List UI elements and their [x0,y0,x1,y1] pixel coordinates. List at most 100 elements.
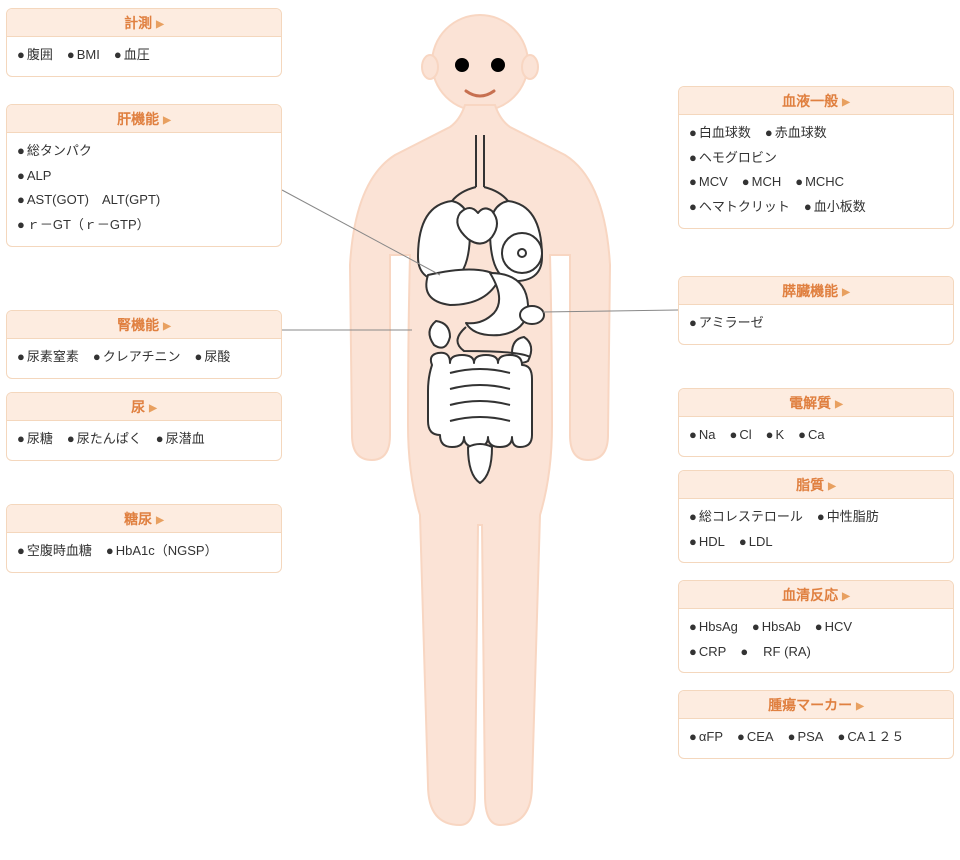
item-label: 尿潜血 [166,431,205,446]
chevron-right-icon: ▶ [828,481,836,492]
chevron-right-icon: ▶ [842,287,850,298]
item-label: HbsAg [699,619,738,634]
bullet-icon: ● [17,349,25,364]
bullet-icon: ● [788,729,796,744]
chevron-right-icon: ▶ [856,701,864,712]
item-label: 総コレステロール [699,509,803,524]
item-label: クレアチニン [103,349,181,364]
item-line: ●ヘモグロビン [689,146,943,171]
liver-card-body: ●総タンパク●ALP●AST(GOT) ALT(GPT)●ｒ－GT（ｒ－GTP） [7,133,281,246]
chevron-right-icon: ▶ [156,515,164,526]
item-label: 尿素窒素 [27,349,79,364]
urine-card-title: 尿 [131,399,145,415]
item-label: 腹囲 [27,47,53,62]
item-line: ●AST(GOT) ALT(GPT) [17,188,271,213]
electro-card-header[interactable]: 電解質▶ [679,389,953,417]
tumor-card-body: ●αFP●CEA●PSA●CA１２５ [679,719,953,758]
item-label: 中性脂肪 [827,509,879,524]
electro-card-title: 電解質 [789,395,831,411]
chevron-right-icon: ▶ [842,97,850,108]
serum-card: 血清反応▶●HbsAg●HbsAb●HCV●CRP● RF (RA) [678,580,954,673]
serum-card-body: ●HbsAg●HbsAb●HCV●CRP● RF (RA) [679,609,953,672]
item-line: ●CRP● RF (RA) [689,640,943,665]
item-line: ●白血球数●赤血球数 [689,121,943,146]
chevron-right-icon: ▶ [163,321,171,332]
blood-card-body: ●白血球数●赤血球数●ヘモグロビン●MCV●MCH●MCHC●ヘマトクリット●血… [679,115,953,228]
item-label: 尿たんぱく [77,431,142,446]
item-label: HbsAb [762,619,801,634]
chevron-right-icon: ▶ [149,403,157,414]
bullet-icon: ● [17,431,25,446]
serum-card-header[interactable]: 血清反応▶ [679,581,953,609]
bullet-icon: ● [17,217,25,232]
item-label: HbA1c（NGSP） [116,543,218,558]
bullet-icon: ● [106,543,114,558]
item-label: 総タンパク [27,143,92,158]
bullet-icon: ● [17,192,25,207]
bullet-icon: ● [689,644,697,659]
pancreas-card: 膵臓機能▶●アミラーゼ [678,276,954,345]
urine-card: 尿▶●尿糖●尿たんぱく●尿潜血 [6,392,282,461]
blood-card-header[interactable]: 血液一般 ▶ [679,87,953,115]
item-label: Ca [808,427,825,442]
item-label: αFP [699,729,723,744]
urine-card-header[interactable]: 尿▶ [7,393,281,421]
item-line: ●腹囲●BMI●血圧 [17,43,271,68]
bullet-icon: ● [817,509,825,524]
item-line: ●総タンパク [17,139,271,164]
pancreas-card-header[interactable]: 膵臓機能▶ [679,277,953,305]
item-label: ｒ－GT（ｒ－GTP） [27,217,150,232]
diabetes-card-body: ●空腹時血糖●HbA1c（NGSP） [7,533,281,572]
blood-card-title: 血液一般 [782,93,838,109]
kidney-card-body: ●尿素窒素●クレアチニン●尿酸 [7,339,281,378]
item-label: Cl [739,427,751,442]
item-line: ●ｒ－GT（ｒ－GTP） [17,213,271,238]
kidney-card: 腎機能▶ ●尿素窒素●クレアチニン●尿酸 [6,310,282,379]
lipid-card-header[interactable]: 脂質 ▶ [679,471,953,499]
chevron-right-icon: ▶ [156,19,164,30]
chevron-right-icon: ▶ [842,591,850,602]
item-line: ●総コレステロール●中性脂肪 [689,505,943,530]
item-line: ●空腹時血糖●HbA1c（NGSP） [17,539,271,564]
bullet-icon: ● [765,125,773,140]
diabetes-card-title: 糖尿 [124,511,152,527]
measure-card-body: ●腹囲●BMI●血圧 [7,37,281,76]
kidney-card-header[interactable]: 腎機能▶ [7,311,281,339]
item-label: PSA [797,729,823,744]
item-label: ヘマトクリット [699,199,790,214]
item-label: CRP [699,644,726,659]
item-label: MCV [699,174,728,189]
bullet-icon: ● [804,199,812,214]
item-label: Na [699,427,716,442]
bullet-icon: ● [93,349,101,364]
tumor-card-header[interactable]: 腫瘍マーカー▶ [679,691,953,719]
item-label: HDL [699,534,725,549]
tumor-card: 腫瘍マーカー▶●αFP●CEA●PSA●CA１２５ [678,690,954,759]
item-line: ●尿素窒素●クレアチニン●尿酸 [17,345,271,370]
measure-card-header[interactable]: 計測 ▶ [7,9,281,37]
bullet-icon: ● [795,174,803,189]
item-label: CEA [747,729,774,744]
bullet-icon: ● [689,150,697,165]
item-label: 赤血球数 [775,125,827,140]
bullet-icon: ● [67,47,75,62]
item-label: 尿糖 [27,431,53,446]
lipid-card: 脂質▶●総コレステロール●中性脂肪●HDL●LDL [678,470,954,563]
lipid-card-title: 脂質 [796,477,824,493]
diabetes-card-header[interactable]: 糖尿 ▶ [7,505,281,533]
bullet-icon: ● [17,168,25,183]
liver-card-header[interactable]: 肝機能▶ [7,105,281,133]
blood-card: 血液一般▶●白血球数●赤血球数●ヘモグロビン●MCV●MCH●MCHC●ヘマトク… [678,86,954,229]
item-label: アミラーゼ [699,315,764,330]
item-line: ●αFP●CEA●PSA●CA１２５ [689,725,943,750]
bullet-icon: ● [689,509,697,524]
item-line: ●Na●Cl●K●Ca [689,423,943,448]
measure-card-title: 計測 [124,15,152,31]
chevron-right-icon: ▶ [163,115,171,126]
bullet-icon: ● [689,199,697,214]
bullet-icon: ● [752,619,760,634]
bullet-icon: ● [194,349,202,364]
electro-card: 電解質▶ ●Na●Cl●K●Ca [678,388,954,457]
urine-card-body: ●尿糖●尿たんぱく●尿潜血 [7,421,281,460]
item-label: MCHC [805,174,844,189]
